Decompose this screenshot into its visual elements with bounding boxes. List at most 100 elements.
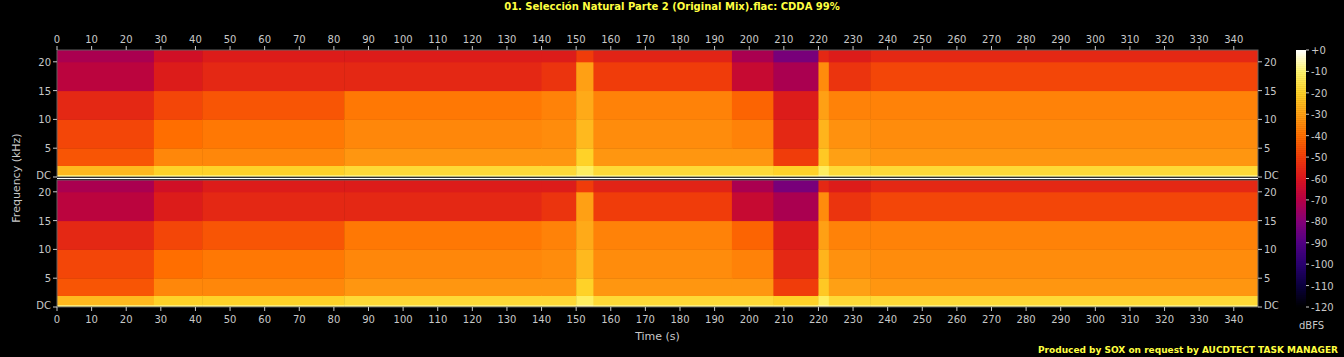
cell: [732, 180, 774, 192]
tick: [1026, 307, 1027, 311]
tick: [1095, 307, 1096, 311]
cell: [732, 62, 774, 91]
tick-label: 10: [1264, 114, 1277, 125]
cell: [732, 91, 774, 120]
cell: [732, 249, 774, 278]
cell: [818, 148, 829, 166]
colorbar-tick: [1306, 264, 1309, 265]
cell: [870, 278, 1258, 296]
tick-label: 130: [497, 314, 516, 325]
cell: [344, 221, 542, 250]
cell: [154, 148, 203, 166]
colorbar-label: -120: [1311, 302, 1334, 313]
cell: [818, 295, 829, 305]
tick: [368, 307, 369, 311]
cell: [773, 295, 818, 305]
cell: [870, 221, 1258, 250]
tick-label: 210: [774, 34, 793, 45]
cell: [154, 278, 203, 296]
tick: [783, 307, 784, 311]
tick: [160, 46, 161, 50]
cell: [542, 91, 577, 120]
title: 01. Selección Natural Parte 2 (Original …: [504, 1, 840, 12]
cell: [732, 192, 774, 221]
cell: [57, 148, 154, 166]
tick-label: 10: [1264, 244, 1277, 255]
tick: [1164, 46, 1165, 50]
y-axis-label: Frequency (kHz): [10, 133, 23, 222]
cell: [576, 249, 594, 278]
tick: [610, 307, 611, 311]
tick: [53, 177, 57, 178]
tick: [230, 307, 231, 311]
cell: [732, 148, 774, 166]
tick-label: 230: [844, 34, 863, 45]
cell: [202, 249, 344, 278]
cell: [773, 192, 818, 221]
tick: [1258, 177, 1262, 178]
tick-label: 0: [54, 34, 60, 45]
tick-label: 80: [328, 314, 341, 325]
cell: [732, 295, 774, 305]
cell: [202, 221, 344, 250]
tick: [53, 307, 57, 308]
tick: [506, 307, 507, 311]
cell: [593, 62, 732, 91]
tick-label: 190: [705, 34, 724, 45]
cell: [344, 295, 542, 305]
tick-label: 20: [1264, 57, 1277, 68]
tick-label: 130: [497, 34, 516, 45]
cell: [818, 180, 829, 192]
tick: [714, 46, 715, 50]
cells: [57, 50, 1258, 177]
colorbar-tick: [1306, 221, 1309, 222]
tick: [195, 307, 196, 311]
tick: [1026, 46, 1027, 50]
tick: [91, 307, 92, 311]
cell: [542, 50, 577, 62]
cell: [542, 278, 577, 296]
colorbar-label: -110: [1311, 281, 1334, 292]
cell: [576, 165, 594, 175]
tick: [126, 307, 127, 311]
colorbar-tick: [1306, 307, 1309, 308]
cell: [773, 119, 818, 148]
tick-label: 240: [878, 34, 897, 45]
cell: [154, 91, 203, 120]
tick: [1199, 46, 1200, 50]
tick-label: 330: [1190, 34, 1209, 45]
cell: [870, 295, 1258, 305]
cell: [773, 278, 818, 296]
tick: [53, 249, 57, 250]
tick: [1164, 307, 1165, 311]
tick-label: 180: [670, 314, 689, 325]
tick-label: 300: [1086, 314, 1105, 325]
tick: [679, 307, 680, 311]
tick: [53, 220, 57, 221]
cell: [593, 165, 732, 175]
cell: [829, 278, 871, 296]
cell: [344, 119, 542, 148]
cell: [593, 50, 732, 62]
cell: [870, 165, 1258, 175]
tick-label: 0: [54, 314, 60, 325]
tick-label: 250: [913, 34, 932, 45]
tick: [645, 307, 646, 311]
tick: [922, 307, 923, 311]
tick: [714, 307, 715, 311]
tick-label: 40: [189, 34, 202, 45]
cell: [202, 91, 344, 120]
cell: [202, 278, 344, 296]
tick: [922, 46, 923, 50]
tick: [1258, 278, 1262, 279]
frame: [57, 180, 1258, 307]
tick: [991, 46, 992, 50]
tick-label: 90: [362, 314, 375, 325]
colorbar-tick: [1306, 114, 1309, 115]
cell: [870, 119, 1258, 148]
tick-label: 220: [809, 314, 828, 325]
tick-label: 10: [85, 34, 98, 45]
tick-label: 320: [1155, 314, 1174, 325]
tick-label: 5: [45, 143, 51, 154]
cell: [202, 180, 344, 192]
